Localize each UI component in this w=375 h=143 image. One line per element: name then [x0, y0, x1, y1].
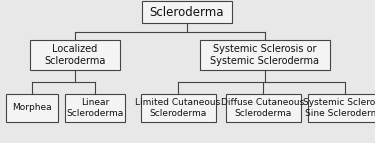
FancyBboxPatch shape	[225, 94, 300, 122]
Text: Morphea: Morphea	[12, 104, 52, 113]
Text: Systemic Sclerosis
Sine Scleroderma: Systemic Sclerosis Sine Scleroderma	[303, 99, 375, 118]
FancyBboxPatch shape	[6, 94, 58, 122]
Text: Linear
Scleroderma: Linear Scleroderma	[66, 99, 124, 118]
Text: Systemic Sclerosis or
Systemic Scleroderma: Systemic Sclerosis or Systemic Scleroder…	[210, 44, 320, 66]
Text: Limited Cutaneous
Scleroderma: Limited Cutaneous Scleroderma	[135, 99, 220, 118]
Text: Localized
Scleroderma: Localized Scleroderma	[44, 44, 106, 66]
FancyBboxPatch shape	[308, 94, 375, 122]
FancyBboxPatch shape	[200, 40, 330, 70]
FancyBboxPatch shape	[141, 94, 216, 122]
FancyBboxPatch shape	[65, 94, 125, 122]
FancyBboxPatch shape	[30, 40, 120, 70]
Text: Diffuse Cutaneous
Scleroderma: Diffuse Cutaneous Scleroderma	[221, 99, 304, 118]
Text: Scleroderma: Scleroderma	[150, 5, 224, 18]
FancyBboxPatch shape	[142, 1, 232, 23]
